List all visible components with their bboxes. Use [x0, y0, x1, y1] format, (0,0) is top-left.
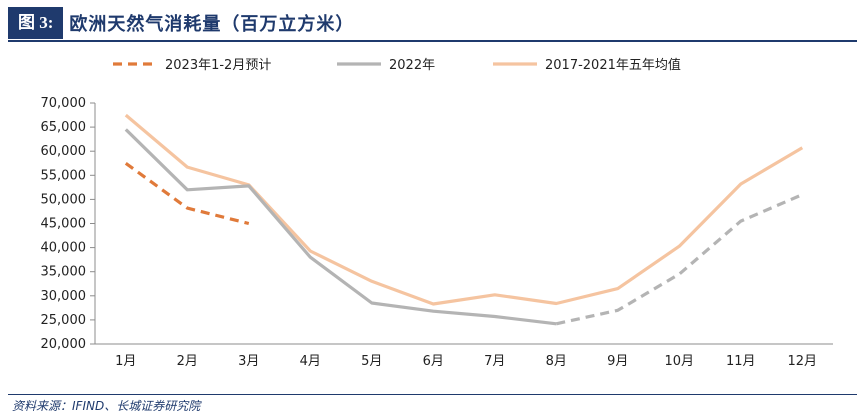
- y-tick-label: 45,000: [41, 217, 87, 232]
- x-tick-label: 9月: [607, 354, 628, 369]
- x-tick-label: 2月: [177, 354, 198, 369]
- y-tick-label: 55,000: [41, 168, 87, 183]
- legend-label: 2022年: [389, 58, 435, 73]
- y-tick-label: 30,000: [41, 289, 87, 304]
- legend-label: 2023年1-2月预计: [165, 58, 271, 73]
- figure-title: 欧洲天然气消耗量（百万立方米）: [69, 14, 355, 35]
- series-line-2023-estimate: [124, 162, 250, 226]
- series-line-2022-solid: [124, 128, 557, 326]
- x-tick-label: 10月: [664, 354, 694, 369]
- x-tick-label: 3月: [238, 354, 259, 369]
- x-tick-label: 12月: [787, 354, 817, 369]
- series-line-2022-dashed: [555, 193, 803, 326]
- line-chart: 20,000 25,000 30,000 35,000 40,000 45,000 50,0…: [41, 57, 833, 369]
- x-tick-label: 1月: [115, 354, 136, 369]
- y-tick-label: 70,000: [41, 96, 87, 111]
- x-tick-label: 5月: [361, 354, 382, 369]
- figure-header: 图 3: 欧洲天然气消耗量（百万立方米）: [8, 6, 857, 42]
- y-tick-label: 35,000: [41, 265, 87, 280]
- x-tick-label: 4月: [300, 354, 321, 369]
- figure-number: 图 3:: [8, 7, 64, 39]
- y-tick-label: 20,000: [41, 337, 87, 352]
- x-tick-label: 8月: [546, 354, 567, 369]
- x-tick-label: 6月: [423, 354, 444, 369]
- x-tick-label: 7月: [484, 354, 505, 369]
- series-line-five-year-average: [124, 113, 804, 306]
- source-note: 资料来源：IFIND、长城证券研究院: [8, 394, 857, 416]
- y-tick-label: 50,000: [41, 192, 87, 207]
- legend-label: 2017-2021年五年均值: [545, 57, 681, 73]
- y-tick-label: 60,000: [41, 144, 87, 159]
- y-tick-label: 40,000: [41, 241, 87, 256]
- y-tick-label: 25,000: [41, 313, 87, 328]
- x-tick-label: 11月: [726, 354, 756, 369]
- y-tick-label: 65,000: [41, 120, 87, 135]
